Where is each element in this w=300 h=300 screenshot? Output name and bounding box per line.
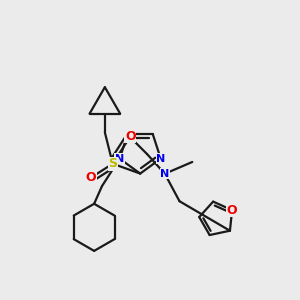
Text: N: N	[156, 154, 165, 164]
Text: N: N	[115, 154, 124, 164]
Text: N: N	[160, 169, 170, 179]
Text: O: O	[86, 171, 96, 184]
Text: O: O	[227, 204, 237, 217]
Text: O: O	[125, 130, 136, 143]
Text: S: S	[108, 157, 117, 170]
